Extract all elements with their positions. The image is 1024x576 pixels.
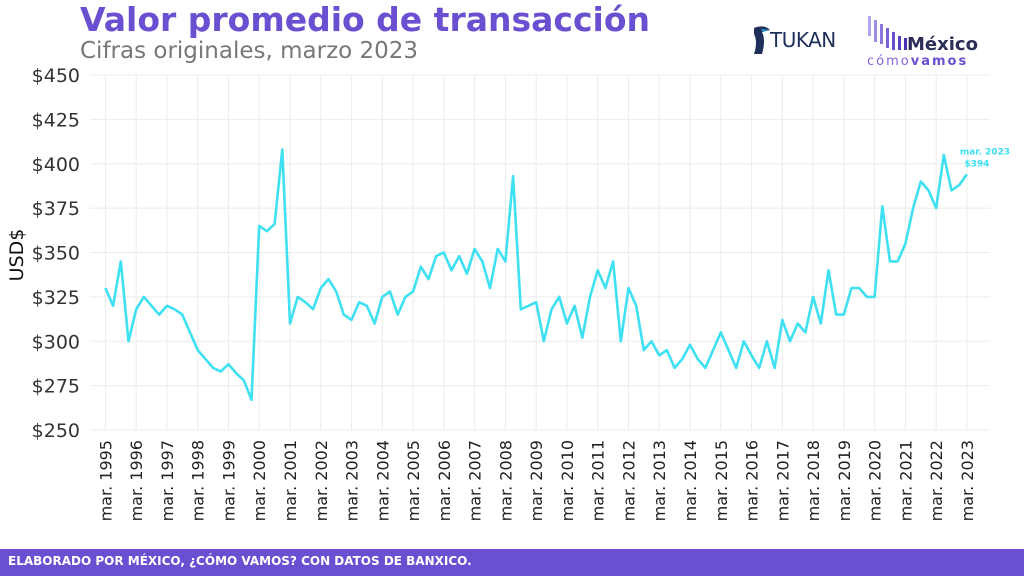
y-axis-ticks: $250 $275 $300 $325 $350 $375 $400 $425 $450 <box>32 65 80 442</box>
x-tick-label: mar. 2023 <box>958 440 977 521</box>
como-word: cómo <box>867 54 911 69</box>
footer-bar: ELABORADO POR MÉXICO, ¿CÓMO VAMOS? CON D… <box>0 549 1024 576</box>
vamos-word: vamos <box>910 54 969 69</box>
x-tick-label: mar. 2018 <box>804 440 823 521</box>
y-tick-label: $275 <box>32 376 80 398</box>
x-tick-label: mar. 2003 <box>343 440 362 521</box>
y-tick-label: $350 <box>32 243 80 265</box>
x-tick-label: mar. 1996 <box>127 440 146 521</box>
x-tick-label: mar. 2007 <box>466 440 485 521</box>
toucan-icon <box>754 26 770 54</box>
y-tick-label: $325 <box>32 287 80 309</box>
line-chart: $250 $275 $300 $325 $350 $375 $400 $425 $450 mar… <box>6 65 1010 521</box>
x-tick-label: mar. 2011 <box>589 440 608 521</box>
x-tick-label: mar. 2013 <box>650 440 669 521</box>
y-tick-label: $250 <box>32 420 80 442</box>
chart-subtitle: Cifras originales, marzo 2023 <box>80 38 419 64</box>
x-tick-label: mar. 2015 <box>712 440 731 521</box>
y-tick-label: $375 <box>32 198 80 220</box>
x-tick-label: mar. 2004 <box>373 440 392 521</box>
x-tick-label: mar. 1995 <box>96 440 115 521</box>
y-tick-label: $425 <box>32 109 80 131</box>
annotation-date: mar. 2023 <box>960 147 1010 157</box>
x-tick-label: mar. 2008 <box>496 440 515 521</box>
x-tick-label: mar. 2022 <box>927 440 946 521</box>
x-tick-label: mar. 1998 <box>189 440 208 521</box>
x-tick-label: mar. 2012 <box>619 440 638 521</box>
tukan-logo-text: TUKAN <box>770 28 836 52</box>
y-tick-label: $300 <box>32 331 80 353</box>
x-tick-label: mar. 2019 <box>835 440 854 521</box>
x-tick-label: mar. 2010 <box>558 440 577 521</box>
mexico-como-vamos-logo: México cómovamos <box>862 14 992 70</box>
chart-title: Valor promedio de transacción <box>80 0 650 39</box>
x-axis-ticks: mar. 1995 mar. 1996 mar. 1997 mar. 1998 mar.… <box>96 440 977 521</box>
footer-text: ELABORADO POR MÉXICO, ¿CÓMO VAMOS? CON D… <box>8 554 472 568</box>
x-tick-label: mar. 2020 <box>866 440 885 521</box>
mexico-logo-word: México <box>907 34 978 55</box>
y-axis-label: USD$ <box>6 229 28 282</box>
annotation-value: $394 <box>964 159 989 169</box>
x-tick-label: mar. 2016 <box>743 440 762 521</box>
series-line <box>104 148 968 402</box>
bars-icon <box>868 16 907 50</box>
y-tick-label: $400 <box>32 154 80 176</box>
grid <box>90 74 990 431</box>
x-tick-label: mar. 1997 <box>158 440 177 521</box>
tukan-logo: TUKAN <box>750 20 840 60</box>
x-tick-label: mar. 2014 <box>681 440 700 521</box>
como-vamos-logo-text: cómovamos <box>867 54 968 69</box>
x-tick-label: mar. 2005 <box>404 440 423 521</box>
y-tick-label: $450 <box>32 65 80 87</box>
x-tick-label: mar. 2009 <box>527 440 546 521</box>
x-tick-label: mar. 1999 <box>219 440 238 521</box>
x-tick-label: mar. 2021 <box>896 440 915 521</box>
x-tick-label: mar. 2000 <box>250 440 269 521</box>
x-tick-label: mar. 2017 <box>773 440 792 521</box>
x-tick-label: mar. 2001 <box>281 440 300 521</box>
x-tick-label: mar. 2002 <box>312 440 331 521</box>
x-tick-label: mar. 2006 <box>435 440 454 521</box>
